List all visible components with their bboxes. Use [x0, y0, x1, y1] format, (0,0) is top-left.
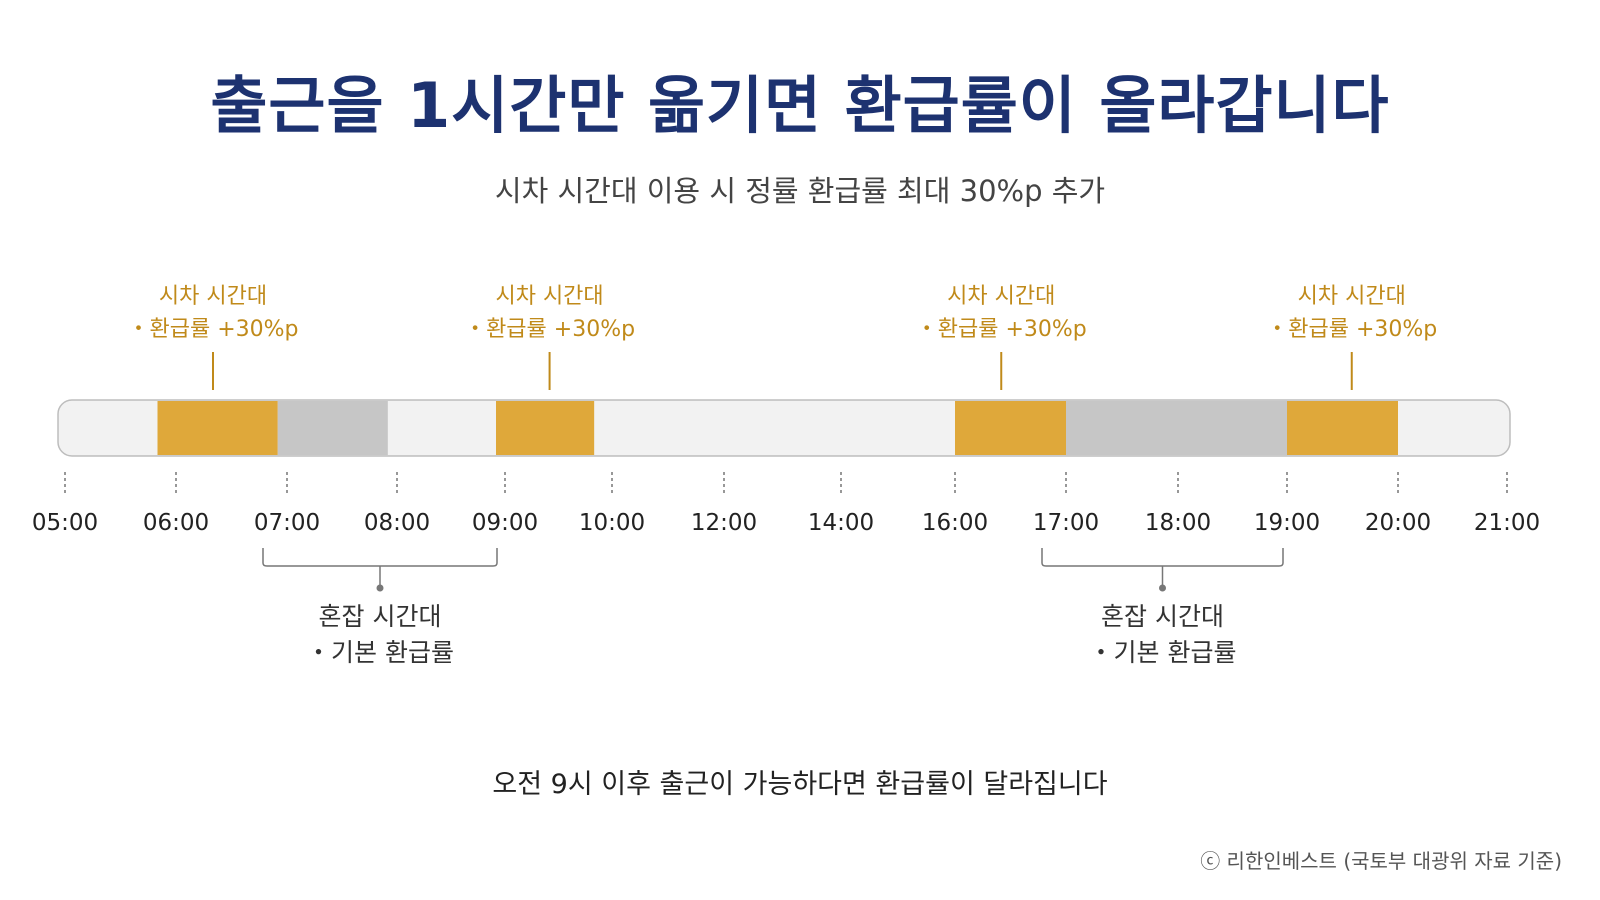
callout-title: 시차 시간대: [1298, 284, 1406, 309]
peak-segment: [1066, 401, 1287, 455]
tick-label: 19:00: [1254, 510, 1320, 536]
timeline-segments: [157, 401, 1398, 455]
bracket-detail: ・기본 환급률: [306, 638, 454, 667]
callout-title: 시차 시간대: [159, 284, 267, 309]
tick-label: 09:00: [472, 510, 538, 536]
tick-label: 20:00: [1365, 510, 1431, 536]
tick-label: 17:00: [1033, 510, 1099, 536]
offpeak-segment: [157, 401, 278, 455]
peak-bracket: 혼잡 시간대 ・기본 환급률: [1041, 548, 1284, 667]
tick-label: 06:00: [143, 510, 209, 536]
callout-title: 시차 시간대: [947, 284, 1055, 309]
tick-label: 12:00: [691, 510, 757, 536]
offpeak-callout: 시차 시간대 ・환급률 +30%p: [916, 284, 1087, 390]
source-credit: ⓒ 리한인베스트 (국토부 대광위 자료 기준): [1200, 849, 1562, 873]
tick-label: 05:00: [32, 510, 98, 536]
tick-label: 10:00: [579, 510, 645, 536]
tick-label: 16:00: [922, 510, 988, 536]
footer-note: 오전 9시 이후 출근이 가능하다면 환급률이 달라집니다: [492, 769, 1108, 800]
tick-label: 07:00: [254, 510, 320, 536]
offpeak-callouts: 시차 시간대 ・환급률 +30%p 시차 시간대 ・환급률 +30%p 시차 시간대 ・환…: [127, 284, 1437, 390]
peak-bracket: 혼잡 시간대 ・기본 환급률: [262, 548, 498, 667]
bracket-line: [1041, 548, 1284, 567]
offpeak-callout: 시차 시간대 ・환급률 +30%p: [127, 284, 299, 390]
bracket-detail: ・기본 환급률: [1089, 638, 1237, 667]
tick-label: 08:00: [364, 510, 430, 536]
tick-label: 21:00: [1474, 510, 1540, 536]
callout-detail: ・환급률 +30%p: [1266, 317, 1437, 342]
tick-label: 18:00: [1145, 510, 1211, 536]
bracket-dot: [376, 584, 384, 592]
tick-label: 14:00: [808, 510, 874, 536]
bracket-dot: [1159, 584, 1166, 592]
offpeak-callout: 시차 시간대 ・환급률 +30%p: [1266, 284, 1437, 390]
time-axis: 05:00 06:00 07:00 08:00 09:00 10:00 12:00 14:00…: [32, 472, 1540, 536]
offpeak-segment: [955, 401, 1066, 455]
bracket-title: 혼잡 시간대: [319, 602, 442, 631]
bracket-line: [262, 548, 498, 567]
offpeak-callout: 시차 시간대 ・환급률 +30%p: [464, 284, 635, 390]
callout-detail: ・환급률 +30%p: [916, 317, 1087, 342]
callout-title: 시차 시간대: [495, 284, 603, 309]
callout-detail: ・환급률 +30%p: [464, 317, 635, 342]
bracket-title: 혼잡 시간대: [1101, 602, 1224, 631]
peak-brackets: 혼잡 시간대 ・기본 환급률 혼잡 시간대 ・기본 환급률: [262, 548, 1284, 667]
page-title: 출근을 1시간만 옮기면 환급률이 올라갑니다: [210, 69, 1390, 142]
offpeak-segment: [496, 401, 595, 455]
offpeak-segment: [1287, 401, 1398, 455]
callout-detail: ・환급률 +30%p: [127, 317, 298, 342]
peak-segment: [277, 401, 388, 455]
page-subtitle: 시차 시간대 이용 시 정률 환급률 최대 30%p 추가: [494, 174, 1106, 208]
